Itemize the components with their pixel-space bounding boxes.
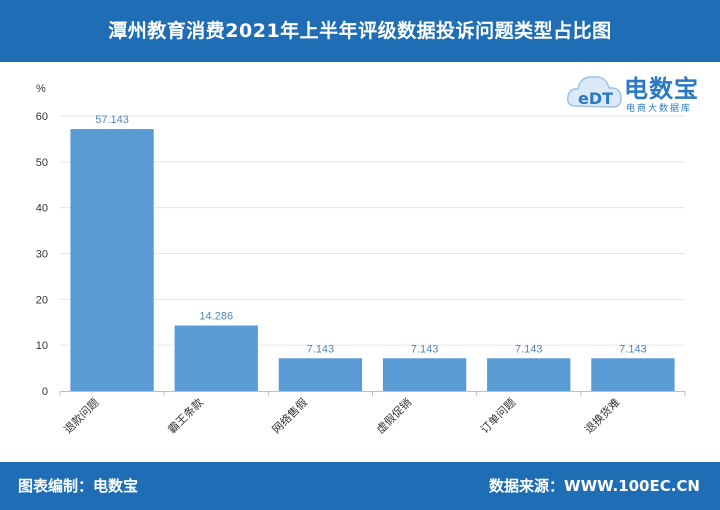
bar-value-label: 7.143	[411, 343, 439, 355]
bar	[174, 325, 258, 391]
bar-value-label: 7.143	[515, 343, 543, 355]
brand-logo: eDT 电数宝 电商大数据库	[566, 66, 716, 118]
bar-chart: 0 10 20 30 40 50 60% 57.143 退款问题 14.286 霸王条款 7.143…	[36, 83, 686, 436]
bar	[278, 358, 363, 391]
bar	[70, 129, 154, 391]
y-tick-label: 20	[36, 294, 48, 306]
y-tick-label: 50	[36, 157, 48, 169]
axes: 0 10 20 30 40 50 60%	[36, 83, 686, 398]
x-category-label: 订单问题	[478, 396, 518, 436]
cloud-logo-icon: eDT	[566, 76, 622, 108]
logo-mark-text: eDT	[578, 89, 613, 108]
page-title: 潭州教育消费2021年上半年评级数据投诉问题类型占比图	[108, 20, 612, 42]
bar-value-label: 7.143	[307, 343, 335, 355]
y-tick-label: 40	[36, 203, 48, 215]
x-category-label: 退换货难	[582, 395, 623, 436]
bar	[382, 358, 467, 391]
grid-lines	[60, 115, 685, 346]
x-category-label: 虚假促销	[373, 395, 414, 436]
bars	[70, 129, 675, 391]
logo-title: 电数宝	[624, 75, 699, 103]
y-tick-label: 60	[36, 111, 48, 123]
x-category-label: 退款问题	[61, 395, 102, 436]
bar	[487, 358, 571, 391]
footer-bar: 图表编制：电数宝 数据来源：WWW.100EC.CN	[0, 462, 720, 510]
y-tick-label: 30	[36, 249, 48, 261]
logo-subtitle: 电商大数据库	[626, 104, 693, 114]
bar	[591, 358, 675, 391]
bar-value-label: 14.286	[199, 311, 233, 323]
bar-value-label: 7.143	[619, 343, 647, 355]
x-category-label: 网络售假	[269, 395, 310, 436]
y-axis-unit-label: %	[36, 83, 46, 95]
x-category-label: 霸王条款	[165, 395, 206, 436]
bar-value-label: 57.143	[95, 114, 129, 126]
footer-source: 数据来源：WWW.100EC.CN	[489, 477, 700, 495]
y-tick-label: 0	[42, 386, 48, 398]
footer-credit: 图表编制：电数宝	[18, 477, 139, 495]
header-bar: 潭州教育消费2021年上半年评级数据投诉问题类型占比图	[0, 0, 720, 62]
y-tick-label: 10	[36, 340, 48, 352]
